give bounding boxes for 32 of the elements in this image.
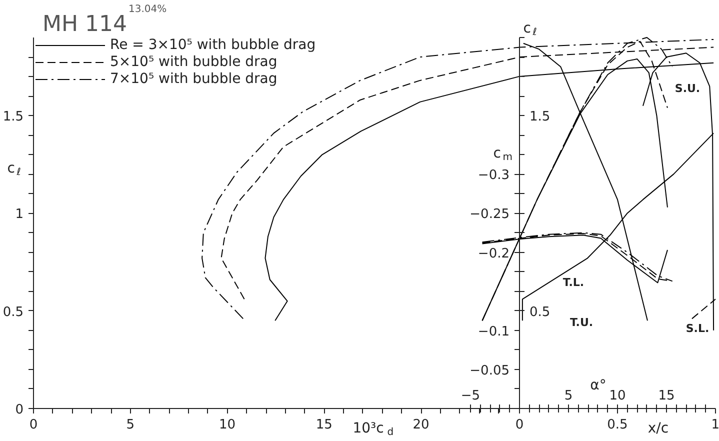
y2-tick-label: −0.1 [478, 324, 510, 340]
y2-tick-label: −0.2 [478, 246, 510, 262]
x-tick-label: 5 [564, 388, 573, 404]
legend-label: 7×10⁵ with bubble drag [110, 71, 278, 87]
y-tick-label: 1 [15, 207, 24, 222]
annotation: T.L. [562, 276, 584, 289]
chart-title: MH 114 [42, 12, 128, 37]
x-axis-title: α° [590, 378, 606, 394]
x2-tick-label: 0.5 [607, 418, 628, 432]
y-tick-label: 1.5 [530, 110, 550, 125]
annotation: S.U. [674, 82, 700, 95]
x-tick-label: −5 [460, 388, 480, 404]
x-tick-label: 0 [29, 418, 38, 432]
x2-tick-label: 1 [711, 418, 719, 432]
x-tick-label: 15 [316, 418, 332, 432]
y-tick-label: 1.5 [2, 110, 24, 125]
annotation: T.U. [570, 316, 594, 329]
y2-tick-label: −0.3 [478, 168, 510, 184]
x-tick-label: 15 [658, 388, 675, 404]
x2-axis-title: x/c [648, 420, 669, 436]
annotation: S.L. [686, 322, 710, 335]
x-tick-label: 10 [218, 418, 236, 432]
legend-label: Re = 3×10⁵ with bubble drag [110, 37, 316, 53]
y2-tick-label: −0.05 [470, 363, 510, 378]
y-tick-label: 0.5 [2, 304, 24, 320]
x-tick-label: 5 [126, 418, 135, 432]
x-tick-label: 10 [609, 388, 626, 404]
y-tick-label: 0 [15, 402, 24, 418]
chart-subtitle: 13.04% [128, 4, 167, 15]
y2-tick-label: −0.25 [470, 207, 510, 222]
x-tick-label: 20 [412, 418, 430, 432]
legend-label: 5×10⁵ with bubble drag [110, 54, 278, 70]
